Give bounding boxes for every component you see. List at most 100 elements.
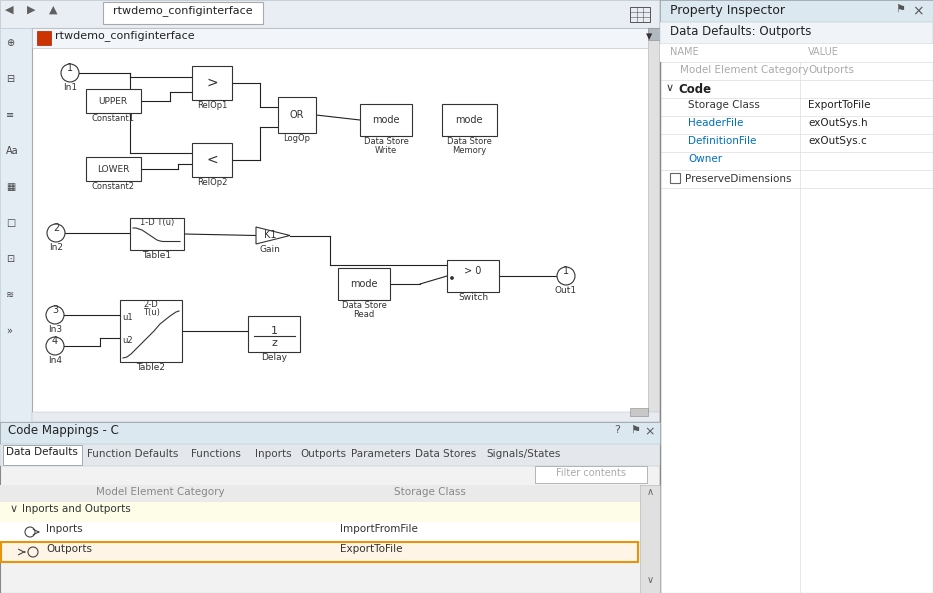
- Text: DefinitionFile: DefinitionFile: [688, 136, 757, 146]
- Text: ×: ×: [912, 4, 924, 18]
- Text: 1-D T(u): 1-D T(u): [140, 218, 174, 227]
- Bar: [1, 542, 638, 562]
- Text: ▾: ▾: [646, 30, 652, 43]
- Text: ⚑: ⚑: [630, 425, 640, 435]
- Text: rtwdemo_configinterface: rtwdemo_configinterface: [55, 30, 195, 41]
- Bar: [670, 173, 680, 183]
- Text: ImportFromFile: ImportFromFile: [340, 524, 418, 534]
- Text: ≡: ≡: [6, 110, 14, 120]
- Text: Function Defaults: Function Defaults: [88, 449, 179, 459]
- Text: <: <: [206, 153, 217, 167]
- Text: Memory: Memory: [452, 146, 486, 155]
- Text: ×: ×: [644, 425, 655, 438]
- Text: Inports: Inports: [46, 524, 83, 534]
- Bar: [338, 268, 390, 300]
- Text: ⊕: ⊕: [6, 38, 14, 48]
- Text: Constant1: Constant1: [91, 114, 134, 123]
- Bar: [0, 485, 640, 502]
- Text: UPPER: UPPER: [99, 97, 128, 106]
- Text: ∨: ∨: [10, 504, 18, 514]
- Text: VALUE: VALUE: [808, 47, 839, 57]
- Text: Write: Write: [375, 146, 397, 155]
- Bar: [630, 408, 648, 416]
- Circle shape: [46, 306, 64, 324]
- Text: ExportToFile: ExportToFile: [808, 100, 870, 110]
- Bar: [130, 218, 184, 250]
- Text: ⊡: ⊡: [6, 254, 14, 264]
- Text: Table2: Table2: [136, 363, 165, 372]
- Bar: [120, 300, 182, 362]
- Bar: [0, 502, 640, 522]
- Bar: [640, 485, 660, 593]
- Text: ∧: ∧: [647, 487, 653, 497]
- Bar: [248, 316, 300, 352]
- Bar: [86, 157, 141, 181]
- Bar: [86, 89, 141, 113]
- Text: u1: u1: [122, 313, 132, 322]
- Text: exOutSys.h: exOutSys.h: [808, 118, 868, 128]
- Bar: [0, 28, 32, 422]
- Bar: [192, 143, 232, 177]
- Text: Outports: Outports: [808, 65, 854, 75]
- Bar: [0, 0, 933, 28]
- Text: z: z: [272, 338, 277, 348]
- Bar: [0, 444, 660, 466]
- Text: Constant2: Constant2: [91, 182, 134, 191]
- Text: 4: 4: [52, 336, 58, 346]
- Bar: [32, 28, 660, 48]
- Text: 2: 2: [53, 223, 59, 233]
- Text: Read: Read: [354, 310, 375, 319]
- Text: Storage Class: Storage Class: [394, 487, 466, 497]
- Text: mode: mode: [455, 115, 482, 125]
- Text: Out1: Out1: [555, 286, 578, 295]
- Text: Functions: Functions: [191, 449, 241, 459]
- Text: □: □: [6, 218, 15, 228]
- Text: Gain: Gain: [259, 245, 281, 254]
- Text: Delay: Delay: [261, 353, 287, 362]
- Text: exOutSys.c: exOutSys.c: [808, 136, 867, 146]
- Text: ∨: ∨: [666, 83, 675, 93]
- Bar: [32, 28, 660, 422]
- Text: ⚑: ⚑: [895, 4, 905, 14]
- Bar: [442, 104, 497, 136]
- Text: rtwdemo_configinterface: rtwdemo_configinterface: [113, 5, 253, 16]
- Text: >: >: [206, 76, 217, 90]
- Text: Data Defaults: Outports: Data Defaults: Outports: [670, 25, 812, 38]
- Text: Parameters: Parameters: [351, 449, 411, 459]
- Text: LOWER: LOWER: [97, 164, 129, 174]
- Bar: [0, 522, 640, 542]
- Text: In2: In2: [49, 243, 63, 252]
- Bar: [630, 7, 650, 22]
- Text: Data Store: Data Store: [364, 137, 409, 146]
- Text: ⊟: ⊟: [6, 74, 14, 84]
- Bar: [130, 218, 184, 250]
- Circle shape: [61, 64, 79, 82]
- Text: 1: 1: [563, 266, 569, 276]
- Polygon shape: [256, 227, 290, 244]
- Text: Table1: Table1: [143, 251, 172, 260]
- Bar: [32, 412, 660, 422]
- Text: ▶: ▶: [27, 5, 35, 15]
- Circle shape: [451, 276, 453, 279]
- Text: Outports: Outports: [300, 449, 346, 459]
- Text: Owner: Owner: [688, 154, 722, 164]
- Text: Storage Class: Storage Class: [688, 100, 759, 110]
- Text: 3: 3: [52, 305, 58, 315]
- Text: Inports and Outports: Inports and Outports: [22, 504, 131, 514]
- Text: Data Store: Data Store: [341, 301, 386, 310]
- Text: In4: In4: [48, 356, 62, 365]
- Bar: [535, 466, 647, 483]
- Text: Code Mappings - C: Code Mappings - C: [8, 424, 118, 437]
- Text: ≋: ≋: [6, 290, 14, 300]
- Bar: [447, 260, 499, 292]
- Text: LogOp: LogOp: [284, 134, 311, 143]
- Text: NAME: NAME: [670, 47, 699, 57]
- Text: HeaderFile: HeaderFile: [688, 118, 744, 128]
- Bar: [648, 28, 660, 422]
- Bar: [0, 422, 660, 593]
- Bar: [660, 0, 933, 22]
- Text: > 0: > 0: [465, 266, 481, 276]
- Text: OR: OR: [290, 110, 304, 120]
- Text: Code: Code: [678, 83, 711, 96]
- Bar: [660, 22, 933, 44]
